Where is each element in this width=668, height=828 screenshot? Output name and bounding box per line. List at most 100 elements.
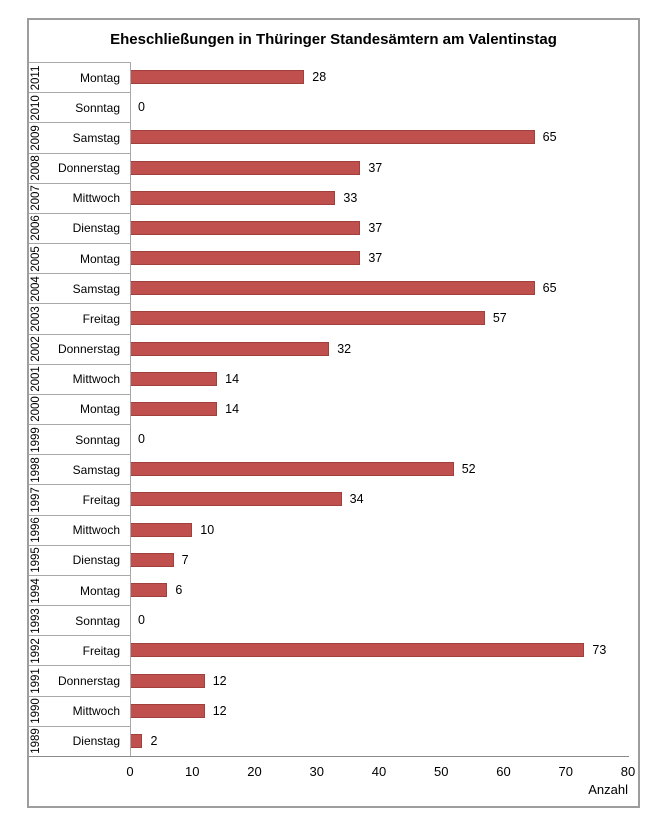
category-row: 1995 Dienstag 7 <box>29 544 629 575</box>
bar <box>130 160 361 175</box>
category-row: 2008 Donnerstag 37 <box>29 152 629 183</box>
bar-cell: 28 <box>130 62 629 92</box>
value-label: 6 <box>175 583 183 597</box>
x-tick-label: 60 <box>496 764 511 779</box>
category-label-cell: 2004 Samstag <box>29 273 130 303</box>
category-row: 1999 Sonntag 0 <box>29 424 629 454</box>
value-label: 57 <box>492 311 507 326</box>
bar-cell: 37 <box>130 153 629 183</box>
year-label: 2010 <box>30 94 42 121</box>
category-row: 2009 Samstag 65 <box>29 122 629 152</box>
value-label: 28 <box>312 70 327 85</box>
bar-cell: 0 <box>130 92 629 122</box>
plot-rows: 2011 Montag 28 2010 Sonntag 0 2009 Samstag 65 200… <box>29 62 629 756</box>
weekday-label: Montag <box>79 583 120 598</box>
bar <box>130 462 454 477</box>
year-label: 1994 <box>30 577 42 604</box>
year-label: 1990 <box>30 698 42 724</box>
category-row: 1996 Mittwoch 10 <box>29 514 629 545</box>
category-row: 2005 Montag 37 <box>29 243 629 273</box>
category-label-cell: 2007 Mittwoch <box>29 182 130 213</box>
value-label: 34 <box>349 492 364 507</box>
weekday-label: Mittwoch <box>72 191 120 206</box>
bar-cell: 65 <box>130 122 629 152</box>
value-label: 32 <box>337 341 352 356</box>
category-label-cell: 1992 Freitag <box>29 635 130 665</box>
bar-cell: 57 <box>130 303 629 333</box>
weekday-label: Sonntag <box>75 432 120 447</box>
x-tick-label: 80 <box>620 764 636 779</box>
year-label: 1989 <box>30 728 42 755</box>
year-label: 2006 <box>30 215 42 242</box>
category-label-cell: 2009 Samstag <box>29 122 130 152</box>
bar-cell: 37 <box>130 213 629 243</box>
bar <box>130 70 305 85</box>
year-label: 2011 <box>30 65 42 90</box>
bar <box>130 733 143 748</box>
bar <box>130 703 205 718</box>
category-label-cell: 1993 Sonntag <box>29 605 130 635</box>
category-label-cell: 2011 Montag <box>29 62 130 92</box>
category-label-cell: 2008 Donnerstag <box>29 152 130 183</box>
category-label-cell: 2010 Sonntag <box>29 92 130 122</box>
value-label: 0 <box>138 432 145 447</box>
y-axis-line <box>130 62 131 756</box>
bar <box>130 190 336 205</box>
category-row: 2011 Montag 28 <box>29 62 629 92</box>
category-label-cell: 2003 Freitag <box>29 303 130 333</box>
category-row: 2007 Mittwoch 33 <box>29 182 629 213</box>
bar-cell: 32 <box>130 334 629 364</box>
year-label: 2001 <box>30 366 42 393</box>
x-axis-line <box>29 756 629 757</box>
year-label: 2009 <box>30 125 42 151</box>
value-label: 0 <box>138 613 145 628</box>
weekday-label: Montag <box>79 402 120 417</box>
x-axis-ticks: 0 10 20 30 40 50 60 70 80 <box>126 764 635 780</box>
year-label: 1993 <box>30 607 42 634</box>
value-label: 2 <box>150 733 158 748</box>
value-label: 37 <box>368 160 383 175</box>
year-label: 2003 <box>30 306 42 332</box>
weekday-label: Mittwoch <box>72 704 120 719</box>
category-row: 2004 Samstag 65 <box>29 273 629 303</box>
x-tick-label: 20 <box>247 764 262 779</box>
category-row: 1990 Mittwoch 12 <box>29 695 629 726</box>
bar-cell: 73 <box>130 635 629 665</box>
weekday-label: Sonntag <box>75 100 120 115</box>
category-label-cell: 2005 Montag <box>29 243 130 273</box>
weekday-label: Freitag <box>82 643 120 658</box>
bar <box>130 281 535 296</box>
weekday-label: Sonntag <box>75 613 120 628</box>
bar <box>130 371 218 386</box>
x-tick-label: 50 <box>434 764 449 779</box>
category-label-cell: 1995 Dienstag <box>29 544 130 575</box>
x-tick-label: 70 <box>558 764 573 779</box>
category-row: 1989 Dienstag 2 <box>29 725 629 756</box>
category-row: 1997 Freitag 34 <box>29 484 629 514</box>
bar <box>130 643 585 658</box>
category-label-cell: 1994 Montag <box>29 574 130 605</box>
value-label: 37 <box>368 251 383 266</box>
weekday-label: Samstag <box>72 281 120 296</box>
value-label: 12 <box>212 673 227 688</box>
weekday-label: Freitag <box>82 492 120 507</box>
year-label: 1991 <box>30 668 42 694</box>
bar <box>130 220 361 235</box>
bar-cell: 2 <box>130 726 629 756</box>
bar-cell: 6 <box>130 575 629 605</box>
weekday-label: Samstag <box>72 462 120 477</box>
category-row: 2000 Montag 14 <box>29 393 629 424</box>
bar <box>130 251 361 266</box>
bar <box>130 673 205 688</box>
bar-cell: 52 <box>130 454 629 484</box>
x-axis-title: Anzahl <box>588 782 628 797</box>
weekday-label: Samstag <box>72 130 120 145</box>
value-label: 37 <box>368 220 383 235</box>
category-label-cell: 2001 Mittwoch <box>29 363 130 394</box>
category-row: 2010 Sonntag 0 <box>29 92 629 122</box>
weekday-label: Montag <box>79 251 120 266</box>
bar <box>130 583 168 597</box>
x-tick-label: 30 <box>309 764 324 779</box>
bar-cell: 7 <box>130 545 629 575</box>
value-label: 65 <box>542 130 557 145</box>
